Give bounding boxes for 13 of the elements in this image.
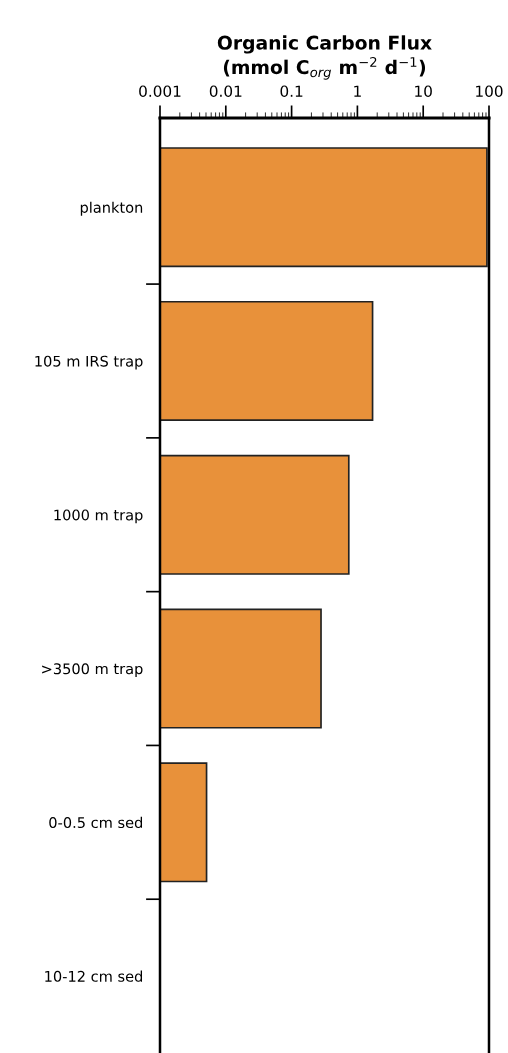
- x-tick-label: 0.01: [209, 85, 242, 97]
- y-tick-label: 1000 m trap: [54, 509, 143, 524]
- y-tick-label: >3500 m trap: [42, 663, 143, 678]
- x-tick-label: 10: [415, 85, 432, 97]
- x-tick-label: 100: [476, 85, 503, 97]
- x-axis-title: Organic Carbon Flux (mmol C$_{org}$ m$^{−2}$ d$^{−1}$): [217, 35, 432, 80]
- x-tick-label: 0.001: [139, 85, 181, 97]
- y-tick-label: plankton: [80, 201, 143, 216]
- x-tick-label: 1: [354, 85, 361, 97]
- x-tick-label: 0.1: [280, 85, 303, 97]
- y-tick-label: 10-12 cm sed: [45, 970, 143, 982]
- y-tick-label: 0-0.5 cm sed: [49, 816, 143, 829]
- y-tick-label: 105 m IRS trap: [35, 355, 143, 370]
